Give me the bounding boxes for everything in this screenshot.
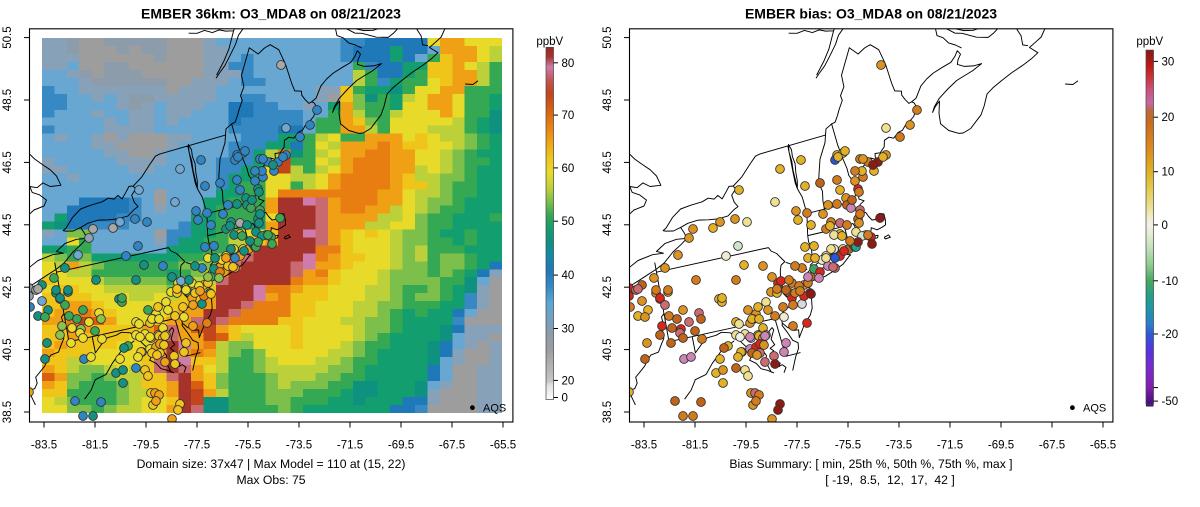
svg-text:-83.5: -83.5 <box>31 440 57 452</box>
svg-text:EMBER bias: O3_MDA8 on 08/21/2: EMBER bias: O3_MDA8 on 08/21/2023 <box>745 6 997 22</box>
svg-text:40.5: 40.5 <box>2 338 14 360</box>
svg-text:-10: -10 <box>1162 276 1179 288</box>
svg-text:-81.5: -81.5 <box>682 440 708 452</box>
svg-text:-79.5: -79.5 <box>733 440 759 452</box>
svg-text:-73.5: -73.5 <box>886 440 912 452</box>
svg-text:Max Obs: 75: Max Obs: 75 <box>236 473 305 487</box>
svg-text:-73.5: -73.5 <box>286 440 312 452</box>
svg-text:ppbV: ppbV <box>536 36 563 48</box>
svg-text:-75.5: -75.5 <box>835 440 861 452</box>
svg-text:30: 30 <box>1162 56 1175 68</box>
svg-text:-67.5: -67.5 <box>1039 440 1065 452</box>
svg-text:-20: -20 <box>1162 329 1179 341</box>
svg-text:ppbV: ppbV <box>1136 36 1163 48</box>
svg-text:48.5: 48.5 <box>602 89 614 111</box>
svg-text:-71.5: -71.5 <box>937 440 963 452</box>
svg-text:-81.5: -81.5 <box>82 440 108 452</box>
svg-text:-75.5: -75.5 <box>235 440 261 452</box>
svg-text:-65.5: -65.5 <box>490 440 516 452</box>
svg-text:-77.5: -77.5 <box>184 440 210 452</box>
svg-text:46.5: 46.5 <box>2 151 14 173</box>
svg-text:-50: -50 <box>1162 396 1179 408</box>
svg-text:AQS: AQS <box>483 403 506 415</box>
svg-text:46.5: 46.5 <box>602 151 614 173</box>
svg-text:-83.5: -83.5 <box>631 440 657 452</box>
svg-text:-65.5: -65.5 <box>1090 440 1116 452</box>
svg-text:AQS: AQS <box>1083 403 1106 415</box>
svg-text:0: 0 <box>562 393 568 405</box>
svg-text:38.5: 38.5 <box>2 401 14 423</box>
svg-text:48.5: 48.5 <box>2 89 14 111</box>
svg-text:-69.5: -69.5 <box>388 440 414 452</box>
svg-text:40: 40 <box>562 270 575 282</box>
svg-text:-79.5: -79.5 <box>133 440 159 452</box>
svg-text:40.5: 40.5 <box>602 338 614 360</box>
svg-text:-77.5: -77.5 <box>784 440 810 452</box>
svg-text:10: 10 <box>1162 167 1175 179</box>
svg-text:42.5: 42.5 <box>2 276 14 298</box>
svg-text:-69.5: -69.5 <box>988 440 1014 452</box>
svg-text:50.5: 50.5 <box>602 26 614 48</box>
svg-text:44.5: 44.5 <box>602 214 614 236</box>
svg-text:60: 60 <box>562 163 575 175</box>
svg-text:30: 30 <box>562 324 575 336</box>
svg-text:-67.5: -67.5 <box>439 440 465 452</box>
svg-text:80: 80 <box>562 58 575 70</box>
svg-text:20: 20 <box>1162 112 1175 124</box>
svg-text:Domain size: 37x47 | Max Model: Domain size: 37x47 | Max Model = 110 at … <box>137 457 406 471</box>
svg-text:0: 0 <box>1162 220 1168 232</box>
svg-text:50.5: 50.5 <box>2 26 14 48</box>
svg-text:Bias Summary: [ min, 25th %, 5: Bias Summary: [ min, 25th %, 50th %, 75t… <box>729 457 1012 471</box>
svg-text:44.5: 44.5 <box>2 214 14 236</box>
svg-text:20: 20 <box>562 375 575 387</box>
svg-text:[ -19, 8.5, 12, 17, 42 ]: [ -19, 8.5, 12, 17, 42 ] <box>825 473 954 487</box>
svg-text:70: 70 <box>562 110 575 122</box>
svg-text:-71.5: -71.5 <box>337 440 363 452</box>
svg-text:EMBER 36km: O3_MDA8 on 08/21/2: EMBER 36km: O3_MDA8 on 08/21/2023 <box>141 6 401 22</box>
svg-text:38.5: 38.5 <box>602 401 614 423</box>
svg-text:50: 50 <box>562 216 575 228</box>
svg-text:42.5: 42.5 <box>602 276 614 298</box>
